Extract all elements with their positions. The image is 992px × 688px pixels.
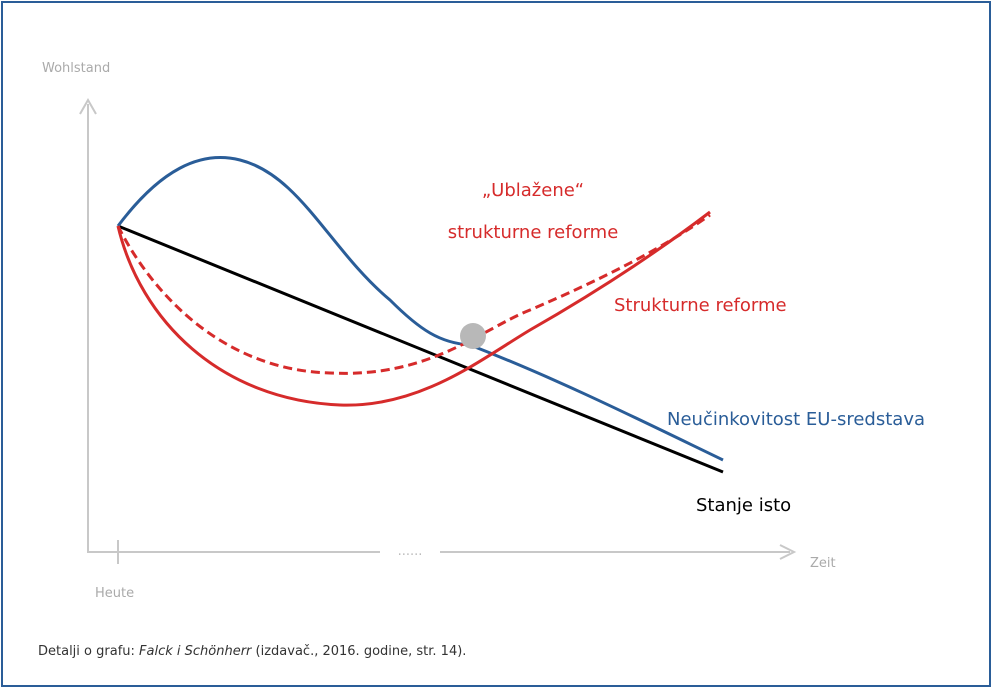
intersection (460, 323, 486, 349)
caption: Detalji o grafu: Falck i Schönherr (izda… (38, 644, 466, 659)
inefficiency-curve (116, 156, 724, 462)
y-label: Wohlstand (42, 61, 110, 76)
x-arrow (779, 544, 797, 560)
origin-label: Heute (95, 586, 134, 601)
curve-label: Stanje isto (696, 495, 791, 516)
y-arrow (79, 97, 97, 115)
gap-label: ...... (398, 544, 423, 559)
caption-lead: Detalji o grafu: (38, 644, 140, 659)
diagram: Wohlstand Zeit Heute ...... „Ublažene“ s… (42, 61, 925, 601)
mitigated-curve (116, 213, 711, 375)
caption-authors: Falck i Schönherr (139, 644, 252, 659)
axes (79, 97, 797, 564)
curve-label: „Ublažene“ (482, 180, 584, 201)
curve-label: strukturne reforme (448, 222, 619, 243)
status-quo-curve (117, 224, 724, 474)
caption-rest: (izdavač., 2016. godine, str. 14). (251, 644, 467, 659)
curve-label: Neučinkovitost EU-sredstava (667, 409, 925, 430)
x-label: Zeit (810, 556, 836, 571)
reform-curve (116, 210, 711, 407)
curve-label: Strukturne reforme (614, 295, 787, 316)
